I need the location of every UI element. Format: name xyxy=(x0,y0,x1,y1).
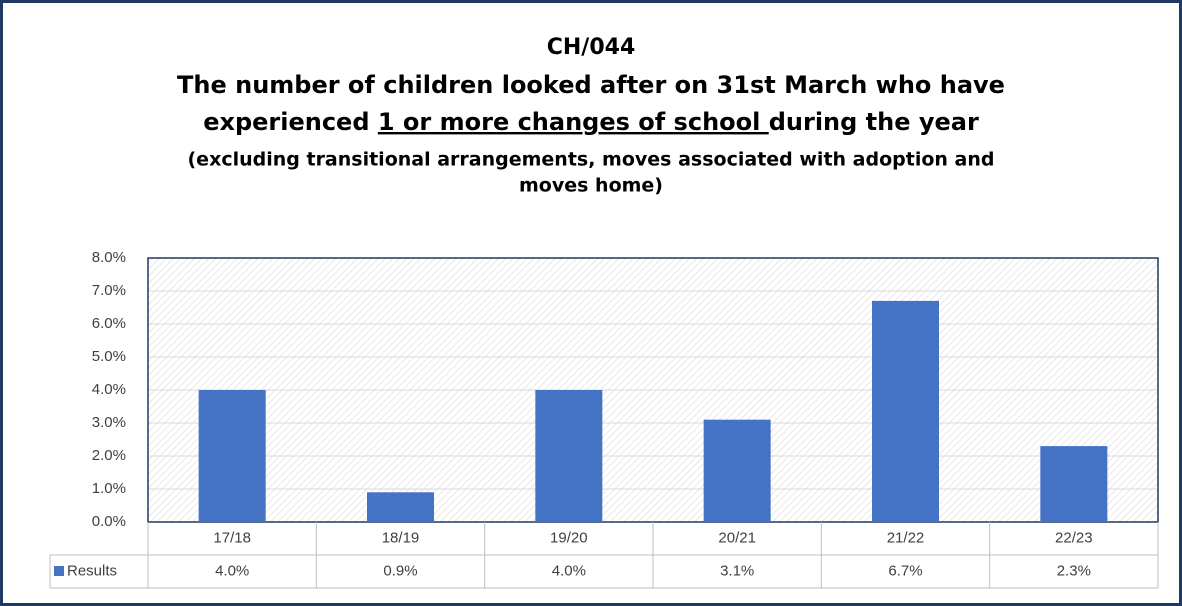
y-tick-label: 2.0% xyxy=(92,447,126,464)
y-tick-label: 7.0% xyxy=(92,282,126,299)
subtitle: (excluding transitional arrangements, mo… xyxy=(188,149,995,171)
x-tick-label: 20/21 xyxy=(718,529,756,546)
y-tick-label: 3.0% xyxy=(92,414,126,431)
bar xyxy=(535,390,603,522)
table-value: 2.3% xyxy=(1057,562,1091,579)
x-tick-label: 21/22 xyxy=(887,529,925,546)
bar xyxy=(198,390,266,522)
x-tick-label: 18/19 xyxy=(382,529,420,546)
heading: The number of children looked after on 3… xyxy=(177,71,1005,99)
heading-part: experienced xyxy=(203,108,378,136)
heading: experienced 1 or more changes of school … xyxy=(203,108,979,136)
bar xyxy=(1040,446,1108,522)
bar xyxy=(872,300,939,522)
table-value: 4.0% xyxy=(215,562,249,579)
y-tick-label: 1.0% xyxy=(92,480,126,497)
table-value: 6.7% xyxy=(888,562,922,579)
chart-title: CH/044 xyxy=(547,35,636,60)
bar xyxy=(703,419,771,522)
x-tick-label: 22/23 xyxy=(1055,529,1093,546)
y-tick-label: 8.0% xyxy=(92,249,126,266)
legend-swatch xyxy=(54,566,64,576)
bar xyxy=(367,492,434,522)
table-value: 3.1% xyxy=(720,562,754,579)
subtitle: moves home) xyxy=(519,175,663,197)
y-tick-label: 6.0% xyxy=(92,315,126,332)
y-tick-label: 4.0% xyxy=(92,381,126,398)
y-tick-label: 0.0% xyxy=(92,513,126,530)
heading-part: 1 or more changes of school xyxy=(378,108,769,136)
y-tick-label: 5.0% xyxy=(92,348,126,365)
table-value: 0.9% xyxy=(383,562,417,579)
x-tick-label: 19/20 xyxy=(550,529,588,546)
heading-part: during the year xyxy=(769,108,979,136)
x-tick-label: 17/18 xyxy=(213,529,251,546)
legend-label: Results xyxy=(67,562,117,579)
table-value: 4.0% xyxy=(552,562,586,579)
